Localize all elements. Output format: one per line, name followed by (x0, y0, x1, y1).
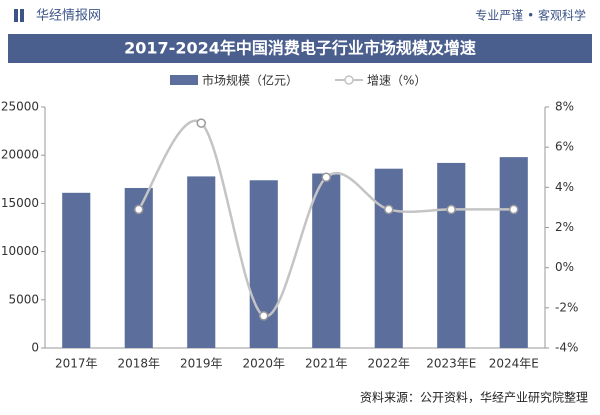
x-tick-label: 2019年 (180, 357, 223, 371)
line-point (384, 204, 394, 215)
x-tick-label: 2017年 (55, 357, 98, 371)
x-tick-label: 2022年 (367, 357, 410, 371)
line-point (259, 311, 269, 321)
line-point (509, 204, 519, 215)
source: 资料来源：公开资料，华经产业研究院整理 (360, 390, 588, 405)
legend-label: 增速（%） (367, 74, 426, 88)
legend-swatch (344, 75, 354, 85)
slogan: 专业严谨 • 客观科学 (475, 8, 586, 23)
line-point (134, 204, 144, 215)
logo-bar (20, 9, 24, 22)
x-tick-label: 2020年 (242, 357, 285, 371)
y2-tick-label: 8% (555, 100, 574, 114)
x-tick-label: 2023年E (426, 357, 476, 371)
bar (187, 176, 216, 348)
bar (249, 180, 278, 348)
bar (499, 157, 528, 348)
bar (62, 192, 91, 348)
bar (124, 187, 153, 348)
y2-tick-label: 4% (555, 180, 574, 194)
brand: 华经情报网 (36, 9, 101, 24)
title-bar (8, 34, 592, 63)
y-tick-label: 15000 (1, 196, 39, 210)
bar (312, 173, 341, 348)
bar (374, 168, 403, 348)
y2-tick-label: 6% (555, 140, 574, 154)
y-tick-label: 20000 (1, 148, 39, 162)
y2-tick-label: -2% (555, 300, 578, 314)
y2-tick-label: 2% (555, 220, 574, 234)
legend-label: 市场规模（亿元） (202, 73, 298, 88)
y-tick-label: 0 (31, 341, 39, 355)
line-point (196, 118, 206, 128)
x-tick-label: 2024年E (489, 357, 539, 371)
logo-bar (14, 9, 18, 22)
y2-tick-label: 0% (555, 260, 574, 274)
line-point (321, 172, 331, 183)
y-tick-label: 25000 (1, 100, 39, 114)
line-point (446, 204, 456, 215)
chart-title: 2017-2024年中国消费电子行业市场规模及增速 (124, 39, 476, 58)
y-tick-label: 5000 (8, 292, 39, 306)
bar (437, 162, 466, 348)
x-tick-label: 2021年 (305, 357, 348, 371)
y2-tick-label: -4% (555, 341, 578, 355)
legend-swatch (170, 75, 198, 85)
y-tick-label: 10000 (1, 244, 39, 258)
x-tick-label: 2018年 (117, 357, 160, 371)
